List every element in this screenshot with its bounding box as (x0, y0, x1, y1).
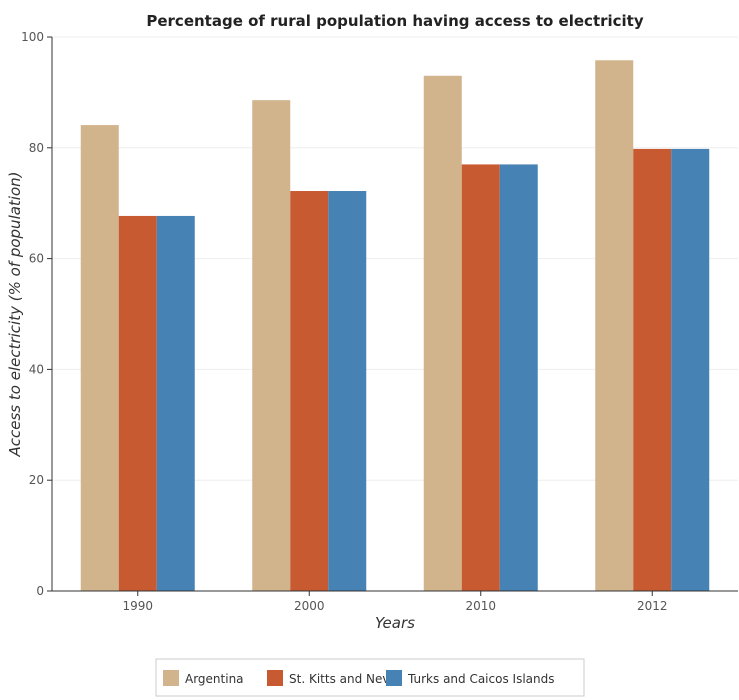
bar-turks-and-caicos-islands-2012 (671, 148, 710, 591)
legend-label: St. Kitts and Nevis (289, 672, 399, 686)
bar-turks-and-caicos-islands-2000 (328, 191, 367, 591)
y-tick-label: 100 (21, 30, 44, 44)
y-tick-label: 60 (29, 252, 44, 266)
x-tick-label: 2010 (465, 599, 496, 613)
legend-label: Turks and Caicos Islands (407, 672, 554, 686)
x-tick-label: 2012 (637, 599, 668, 613)
bar-st-kitts-and-nevis-2010 (461, 164, 500, 592)
legend-swatch (267, 670, 283, 686)
bar-st-kitts-and-nevis-2000 (290, 191, 329, 591)
axes: 0 20 40 60 80 100 1990 2000 2010 2012 (21, 30, 738, 613)
y-tick-label: 20 (29, 473, 44, 487)
y-tick-label: 0 (36, 584, 44, 598)
bars (80, 60, 710, 592)
legend: Argentina St. Kitts and Nevis Turks and Ca… (155, 658, 585, 697)
y-tick-label: 80 (29, 141, 44, 155)
bar-argentina-2012 (595, 60, 634, 591)
bar-st-kitts-and-nevis-2012 (633, 148, 672, 591)
bar-turks-and-caicos-islands-1990 (156, 215, 195, 591)
x-axis-title: Years (375, 614, 415, 632)
y-tick-label: 40 (29, 362, 44, 376)
bar-argentina-1990 (80, 125, 119, 591)
x-tick-label: 2000 (294, 599, 325, 613)
legend-swatch (163, 670, 179, 686)
bar-argentina-2010 (423, 75, 462, 591)
bar-argentina-2000 (252, 100, 291, 591)
legend-swatch (386, 670, 402, 686)
bar-turks-and-caicos-islands-2010 (499, 164, 538, 592)
y-axis-title: Access to electricity (% of population) (6, 171, 24, 457)
legend-label: Argentina (185, 672, 244, 686)
legend-frame (155, 658, 585, 697)
chart-title: Percentage of rural population having ac… (146, 12, 643, 30)
bar-st-kitts-and-nevis-1990 (118, 215, 157, 591)
x-tick-label: 1990 (122, 599, 153, 613)
